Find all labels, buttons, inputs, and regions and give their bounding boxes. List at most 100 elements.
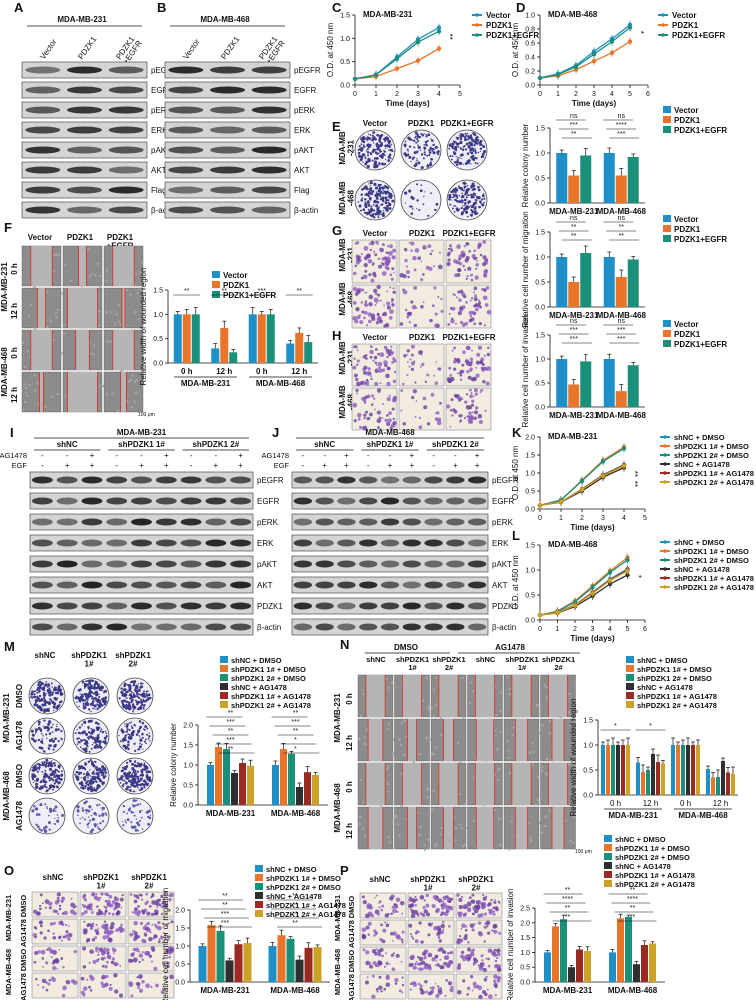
scratch-image-texture — [135, 379, 138, 382]
migration-image-cell — [61, 912, 65, 915]
migration-image-cell — [157, 920, 161, 925]
colony-plate-colony — [466, 207, 469, 210]
colony-plate-colony — [34, 775, 37, 778]
colony-plate-colony — [460, 187, 463, 190]
legend-swatch — [626, 683, 634, 690]
migration-image-cell — [110, 921, 115, 927]
migration-image-cell — [106, 952, 110, 955]
invasion-image-cell — [353, 357, 356, 360]
migration-image-cell — [62, 985, 67, 991]
scratch-image-texture — [568, 711, 571, 714]
blot-I-band — [131, 518, 152, 526]
colony-plate-colony — [127, 788, 129, 791]
colony-plate-colony — [383, 185, 386, 187]
scratch-image-texture — [60, 292, 63, 295]
colony-plate-colony — [462, 148, 465, 152]
x-tick-label: 0 — [538, 91, 542, 98]
scratch-image-texture — [454, 839, 457, 842]
colony-plate-colony — [84, 785, 87, 788]
scale-bar-label: 100 μm — [138, 412, 155, 418]
colony-plate-colony — [448, 197, 451, 201]
colony-plate-colony — [142, 768, 145, 771]
colony-plate-colony — [89, 780, 93, 784]
legend-entry: shPDZK1 2# + AG1478 — [674, 478, 754, 487]
colony-plate-colony — [124, 774, 128, 778]
migration-image-cell — [155, 899, 160, 904]
colony-plate-colony — [420, 184, 423, 187]
colony-plate-colony — [101, 685, 103, 687]
colony-plate-colony — [455, 207, 459, 211]
colony-plate-colony — [87, 708, 91, 711]
treatment-sign: + — [139, 461, 144, 470]
colony-plate-colony — [59, 691, 63, 695]
blot-J-band — [424, 560, 443, 568]
colony-plate-colony — [47, 775, 51, 779]
colony-plate-colony — [102, 771, 105, 775]
data-point — [394, 66, 400, 71]
migration-image-cell — [88, 961, 91, 964]
chart-M-bar-y-tick-label: 1.0 — [183, 763, 193, 770]
bar — [615, 175, 627, 203]
colony-plate-colony — [120, 769, 124, 773]
invasion-image-cell — [460, 369, 465, 374]
invasion-image-cell — [378, 366, 381, 370]
colony-plate-colony — [49, 691, 53, 694]
scratch-image-texture — [386, 727, 389, 730]
data-point — [579, 478, 585, 484]
colony-plate-colony — [43, 702, 47, 705]
migration-image-cell — [374, 304, 377, 306]
bar — [207, 925, 216, 982]
migration-image-cell — [152, 937, 155, 940]
colony-plate-colony — [101, 806, 105, 810]
category-label: MDA-MB-231 — [206, 809, 256, 818]
colony-plate-colony — [360, 155, 364, 159]
colony-plate-colony — [91, 771, 95, 775]
invasion-image-cell — [386, 421, 391, 427]
scratch-image-texture — [418, 834, 421, 837]
blot-J-band — [402, 518, 421, 526]
blot-J-band — [446, 497, 465, 505]
colony-plate-colony — [48, 748, 51, 751]
blot-B-band — [168, 186, 204, 194]
migration-image-cell — [38, 907, 42, 911]
migration-image-cell — [106, 960, 109, 964]
blot-J-band — [359, 560, 378, 568]
colony-plate-colony — [460, 199, 463, 202]
colony-plate — [116, 717, 154, 755]
migration-image-cell — [103, 947, 107, 951]
invasion-image-cell — [379, 419, 382, 422]
blot-I-band — [106, 476, 128, 484]
migration-image-cell — [377, 315, 382, 321]
invasion-image-cell — [368, 371, 371, 374]
migration-image-cell — [148, 936, 153, 942]
migration-image-cell — [133, 938, 136, 941]
colony-plate-colony — [42, 696, 46, 700]
colony-plate-colony — [98, 733, 100, 735]
colony-plate-colony — [52, 688, 57, 692]
invasion-image-cell — [456, 372, 460, 375]
colony-plate-colony — [475, 138, 479, 142]
colony-plate-colony — [78, 705, 80, 708]
legend-marker — [663, 540, 667, 544]
scratch-image-texture — [128, 380, 131, 383]
migration-image-cell — [138, 950, 141, 953]
colony-plate-colony — [54, 817, 56, 820]
scratch-image-texture — [25, 387, 28, 390]
colony-plate-colony — [145, 774, 149, 777]
colony-plate-colony — [387, 201, 390, 204]
colony-plate-colony — [479, 150, 482, 152]
colony-plate-colony — [38, 694, 42, 698]
colony-plate-colony — [130, 821, 133, 824]
invasion-image-cell — [352, 365, 357, 370]
colony-plate-colony — [98, 704, 102, 708]
migration-image-cell — [169, 892, 174, 898]
blot-A-band — [108, 86, 144, 94]
legend-entry: shPDZK1 1# + DMSO — [231, 665, 306, 674]
bar — [288, 753, 295, 805]
colony-plate-colony — [362, 161, 364, 163]
row-label: DMSO — [15, 764, 24, 788]
scratch-image-texture — [358, 815, 361, 818]
scratch-image-texture — [115, 313, 118, 316]
colony-plate-colony — [133, 742, 136, 746]
blot-J-band — [315, 560, 334, 568]
